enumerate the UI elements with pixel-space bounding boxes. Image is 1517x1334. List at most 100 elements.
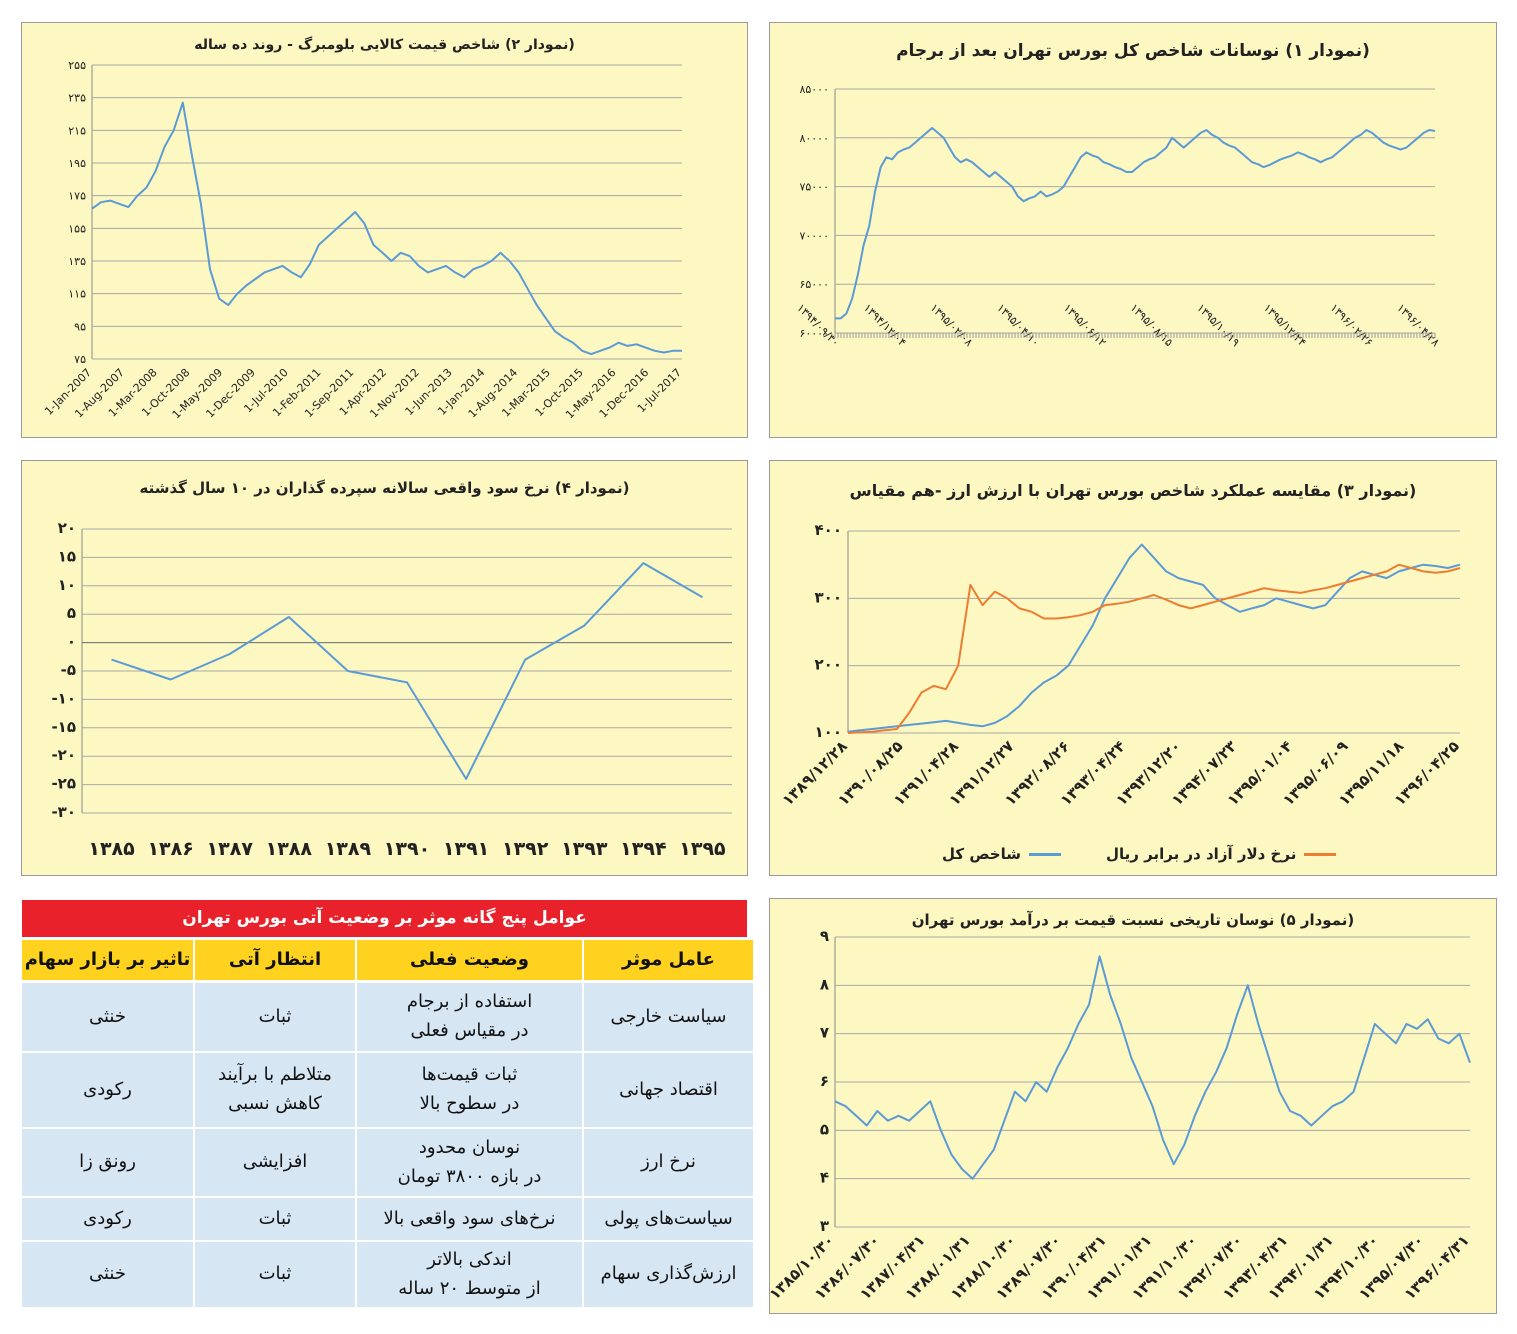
chart4-panel: (نمودار ۴) نرخ سود واقعی سالانه سپرده گذ…	[21, 460, 748, 876]
table-cell: ثبات	[195, 983, 355, 1051]
table-header-cell: وضعیت فعلی	[357, 940, 582, 980]
chart5-panel: (نمودار ۵) نوسان تاریخی نسبت قیمت بر درآ…	[766, 898, 1497, 1314]
y-tick-label: ۷۵۰۰۰	[799, 181, 829, 194]
y-tick-label: ۵	[820, 1120, 829, 1138]
y-tick-label: -۲۵	[51, 775, 76, 793]
series-line-1	[835, 127, 1436, 320]
y-tick-label: ۸	[820, 975, 829, 993]
x-tick-label: ۱۳۹۲	[502, 838, 549, 860]
y-tick-label: ۳	[820, 1217, 829, 1235]
y-tick-label: ۱۰	[58, 576, 76, 594]
chart3-legend-orange: نرخ دلار آزاد در برابر ریال	[1106, 845, 1337, 863]
y-tick-label: ۱۵	[58, 547, 76, 565]
y-tick-label: ۶	[820, 1072, 829, 1090]
y-tick-label: ۵	[67, 604, 76, 622]
y-tick-label: ۳۰۰	[815, 588, 842, 606]
y-tick-label: -۱۵	[51, 718, 76, 736]
table-cell: رونق زا	[22, 1129, 193, 1196]
y-tick-label: ۲۰	[58, 519, 76, 537]
table-cell: نرخ ارز	[584, 1129, 753, 1196]
chart3-title: (نمودار ۳) مقایسه عملکرد شاخص بورس تهران…	[849, 481, 1417, 500]
x-tick-label: ۱۳۹۶/۰۴/۲۸	[1394, 301, 1442, 349]
y-tick-label: ۸۵۰۰۰	[799, 83, 829, 96]
y-tick-label: -۱۰	[51, 689, 76, 707]
chart1-plot: ۸۵۰۰۰۸۰۰۰۰۷۵۰۰۰۷۰۰۰۰۶۵۰۰۰۶۰۰۰۰۱۳۹۴/۰۹/۳۰…	[794, 83, 1442, 349]
table-cell: اقتصاد جهانی	[584, 1053, 753, 1127]
table-cell: ثبات	[195, 1198, 355, 1240]
table-cell: ثبات قیمت‌ها در سطوح بالا	[357, 1053, 582, 1127]
y-tick-label: ۲۱۵	[68, 124, 86, 137]
x-tick-label: ۱۳۹۵/۰۶/۱۲	[1061, 301, 1109, 349]
table-cell: خنثی	[22, 1242, 193, 1307]
y-tick-label: -۲۰	[51, 746, 76, 764]
chart1-title: (نمودار ۱) نوسانات شاخص کل بورس تهران بع…	[896, 41, 1370, 61]
chart2-panel: (نمودار ۲) شاخص قیمت کالایی بلومبرگ - رو…	[21, 22, 748, 438]
y-tick-label: ۶۵۰۰۰	[799, 278, 829, 291]
x-tick-label: ۱۳۹۶/۰۲/۲۶	[1328, 301, 1376, 349]
y-tick-label: ۷۵	[74, 353, 86, 366]
series-line-1	[111, 562, 703, 780]
x-tick-label: ۱۳۹۵/۰۸/۱۵	[1128, 301, 1176, 349]
table-cell: متلاطم با برآیند کاهش نسبی	[195, 1053, 355, 1127]
chart3-panel: (نمودار ۳) مقایسه عملکرد شاخص بورس تهران…	[769, 460, 1497, 876]
x-tick-label: ۱۳۸۸	[266, 838, 313, 860]
x-tick-label: ۱۳۹۰	[384, 838, 430, 860]
table-cell: نوسان محدود در بازه ۳۸۰۰ تومان	[357, 1129, 582, 1196]
table-cell: اندکی بالاتر از متوسط ۲۰ ساله	[357, 1242, 582, 1307]
table-cell: سیاست خارجی	[584, 983, 753, 1051]
x-tick-label: ۱۳۹۴/۱۲/۰۴	[861, 301, 909, 349]
table-cell: ثبات	[195, 1242, 355, 1307]
y-tick-label: ۸۰۰۰۰	[799, 132, 829, 145]
x-tick-label: ۱۳۹۱	[443, 838, 489, 860]
y-tick-label: -۳۰	[51, 803, 76, 821]
x-tick-label: ۱۳۹۵/۱۰/۱۹	[1194, 301, 1242, 349]
y-tick-label: ۱۷۵	[68, 190, 86, 203]
y-tick-label: ۶۰۰۰۰	[799, 327, 829, 340]
legend-blue-label: شاخص کل	[942, 845, 1021, 863]
x-tick-label: ۱۳۹۵/۰۲/۰۸	[928, 301, 976, 349]
y-tick-label: ۲۰۰	[815, 656, 842, 674]
x-tick-label: ۱۳۸۷	[207, 838, 254, 860]
table-cell: رکودی	[22, 1053, 193, 1127]
series-line-1	[91, 101, 682, 356]
table-cell: خنثی	[22, 983, 193, 1051]
table-title: عوامل پنج گانه موثر بر وضعیت آتی بورس ته…	[22, 900, 747, 937]
table-cell: ارزش‌گذاری سهام	[584, 1242, 753, 1307]
chart4-plot: ۲۰ ۱۵ ۱۰ ۵ ۰ -۵ -۱۰ -۱۵ -۲۰ -۲۵ -۳۰ ۱۳۸۵ ۱۳۸۶ ۱۳۸۷ ۱۳۸…	[51, 519, 732, 860]
x-tick-label: ۱۳۹۵/۰۴/۱۰	[994, 301, 1042, 349]
y-tick-label: ۱۱۵	[68, 288, 86, 301]
y-tick-label: ۹	[820, 927, 829, 945]
y-tick-label: ۱۵۵	[68, 222, 86, 235]
y-tick-label: ۷۰۰۰۰	[799, 229, 829, 242]
table-cell: نرخ‌های سود واقعی بالا	[357, 1198, 582, 1240]
series-line-1	[834, 955, 1471, 1180]
y-tick-label: ۰	[67, 633, 76, 651]
chart5-plot: ۹۸۷۶۵۴۳۱۳۸۵/۱۰/۳۰۱۳۸۶/۰۷/۳۰۱۳۸۷/۰۴/۳۱۱۳۸…	[766, 927, 1473, 1303]
x-tick-label: ۱۳۸۵	[88, 838, 135, 860]
table-header-cell: تاثیر بر بازار سهام	[22, 940, 193, 980]
table-cell: افزایشی	[195, 1129, 355, 1196]
chart3-legend-blue: شاخص کل	[942, 845, 1061, 863]
chart1-panel: (نمودار ۱) نوسانات شاخص کل بورس تهران بع…	[769, 22, 1497, 438]
chart4-title: (نمودار ۴) نرخ سود واقعی سالانه سپرده گذ…	[139, 479, 630, 497]
x-tick-label: ۱۳۸۶	[147, 838, 193, 860]
y-tick-label: ۴۰۰	[815, 521, 842, 539]
x-tick-label: ۱۳۹۵/۱۲/۲۴	[1261, 301, 1309, 349]
x-tick-label: ۱۳۸۹	[325, 838, 372, 860]
x-tick-label: ۱۳۹۴	[620, 838, 666, 860]
table-header-cell: عامل موثر	[584, 940, 753, 980]
series-line-1	[847, 543, 1461, 733]
y-tick-label: ۱۹۵	[68, 157, 86, 170]
series-line-2	[847, 563, 1461, 734]
y-tick-label: ۷	[820, 1024, 829, 1042]
chart2-plot: ۲۵۵۲۳۵۲۱۵۱۹۵۱۷۵۱۵۵۱۳۵۱۱۵۹۵۷۵1-Jan-20071-…	[42, 59, 684, 421]
x-tick-label: ۱۳۹۵	[679, 838, 726, 860]
legend-orange-label: نرخ دلار آزاد در برابر ریال	[1106, 845, 1297, 863]
y-tick-label: ۹۵	[74, 320, 86, 333]
y-tick-label: ۱۳۵	[68, 255, 86, 268]
factors-table: عوامل پنج گانه موثر بر وضعیت آتی بورس ته…	[22, 900, 753, 1330]
x-tick-label: ۱۳۹۳	[561, 838, 608, 860]
y-tick-label: ۴	[820, 1169, 829, 1187]
y-tick-label: ۲۵۵	[68, 59, 86, 72]
y-tick-label: ۱۰۰	[815, 723, 842, 741]
